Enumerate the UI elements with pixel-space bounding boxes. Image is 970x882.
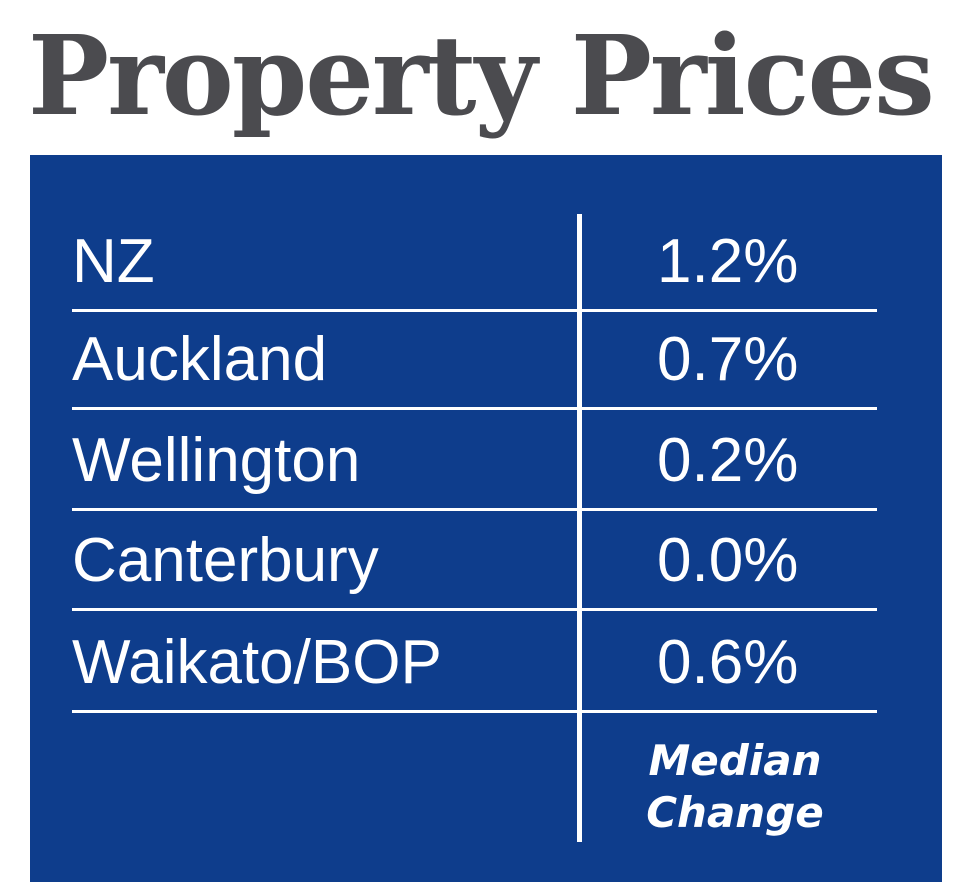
row-separator <box>72 407 877 410</box>
median-change-value: 0.6% <box>657 628 799 697</box>
page-title: Property Prices <box>28 11 935 140</box>
table-row: Waikato/BOP 0.6% <box>72 615 877 713</box>
region-label: Wellington <box>72 426 361 495</box>
price-table-panel: NZ 1.2% Auckland 0.7% Wellington 0.2% Ca… <box>30 155 942 882</box>
median-change-value: 0.2% <box>657 426 799 495</box>
median-change-value: 1.2% <box>657 227 799 296</box>
region-label: Canterbury <box>72 526 379 595</box>
table-row: NZ 1.2% <box>72 214 877 312</box>
row-separator <box>72 309 877 312</box>
value-column-caption: Median Change <box>640 735 830 839</box>
table-row: Auckland 0.7% <box>72 312 877 410</box>
median-change-value: 0.7% <box>657 325 799 394</box>
median-change-value: 0.0% <box>657 526 799 595</box>
row-separator <box>72 710 877 713</box>
row-separator <box>72 508 877 511</box>
caption-line-change: Change <box>646 788 824 837</box>
caption-line-median: Median <box>648 736 822 785</box>
region-label: Auckland <box>72 325 328 394</box>
column-divider <box>577 214 582 842</box>
region-label: NZ <box>72 227 155 296</box>
row-separator <box>72 608 877 611</box>
table-row: Wellington 0.2% <box>72 413 877 511</box>
table-row: Canterbury 0.0% <box>72 513 877 611</box>
region-label: Waikato/BOP <box>72 628 442 697</box>
